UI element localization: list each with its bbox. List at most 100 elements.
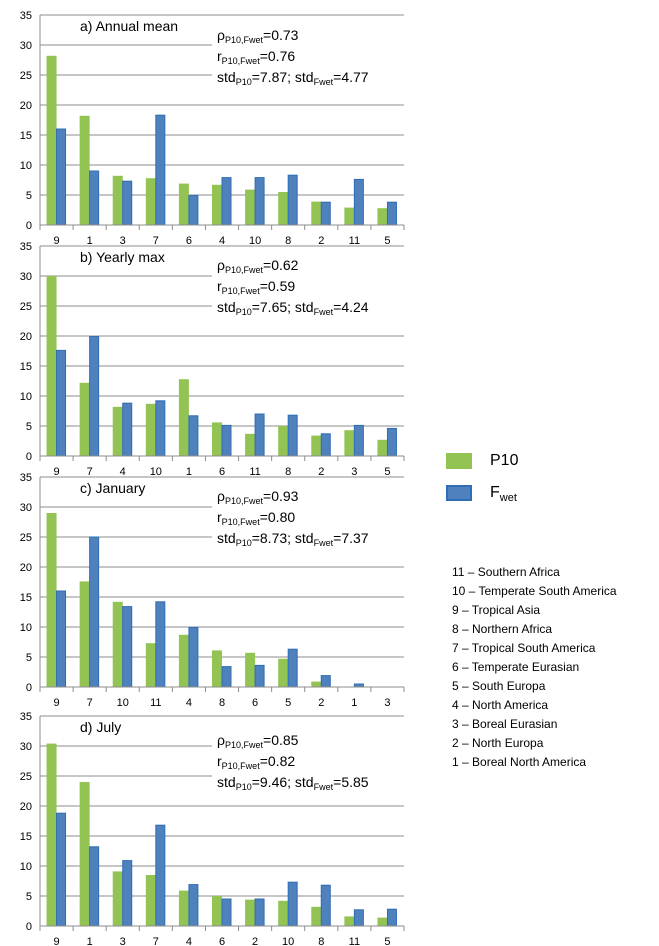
bar-fwet <box>188 627 199 688</box>
y-tick-label: 30 <box>20 271 32 283</box>
bar-fwet <box>188 195 199 226</box>
bar-p10 <box>245 899 256 926</box>
bar-fwet <box>221 898 232 927</box>
y-tick-label: 0 <box>26 220 32 232</box>
x-tick-label: 9 <box>53 936 59 946</box>
x-tick-label: 3 <box>120 235 126 247</box>
bar-p10 <box>212 422 222 456</box>
legend-item-p10: P10 <box>446 445 518 477</box>
y-tick-label: 5 <box>26 190 32 202</box>
bar-fwet <box>386 201 397 226</box>
x-tick-label: 5 <box>285 697 291 709</box>
rho-line: ρP10,Fwet=0.93 <box>217 488 299 506</box>
bar-p10 <box>145 178 156 225</box>
rho-line: ρP10,Fwet=0.73 <box>217 27 299 45</box>
x-tick-label: 1 <box>186 466 192 478</box>
bar-fwet <box>221 177 232 226</box>
x-tick-label: 4 <box>219 235 225 247</box>
bar-p10 <box>278 192 289 225</box>
bar-fwet <box>56 349 67 457</box>
rho-line: ρP10,Fwet=0.85 <box>217 732 299 750</box>
bar-fwet <box>254 898 265 927</box>
x-tick-label: 1 <box>87 936 93 946</box>
bar-p10 <box>112 175 123 225</box>
bar-p10 <box>212 896 222 926</box>
bar-fwet <box>221 666 232 688</box>
title-backdrop <box>42 17 208 37</box>
bar-fwet <box>320 201 331 226</box>
bar-fwet <box>155 400 166 457</box>
bar-p10 <box>178 379 189 456</box>
chart-title: a) Annual mean <box>80 18 178 34</box>
x-tick-label: 1 <box>351 697 357 709</box>
bar-p10 <box>278 900 289 926</box>
region-key-item: 2 – North Europa <box>452 736 544 750</box>
x-tick-label: 7 <box>87 466 93 478</box>
region-key-item: 11 – Southern Africa <box>452 565 560 579</box>
bar-p10 <box>344 430 355 456</box>
bar-p10 <box>377 439 388 456</box>
x-tick-label: 6 <box>252 697 258 709</box>
x-tick-label: 6 <box>186 235 192 247</box>
x-tick-label: 2 <box>318 235 324 247</box>
r-line: rP10,Fwet=0.76 <box>217 48 296 66</box>
bar-fwet <box>287 174 298 226</box>
bar-p10 <box>377 208 388 225</box>
x-tick-label: 3 <box>351 466 357 478</box>
bar-p10 <box>344 916 355 926</box>
std-line: stdP10=8.73; stdFwet=7.37 <box>217 530 369 548</box>
legend-label-fwet: Fwet <box>490 484 517 504</box>
legend-label-p10: P10 <box>490 452 519 469</box>
bar-fwet <box>353 424 364 457</box>
bar-p10 <box>278 426 289 456</box>
title-backdrop <box>42 248 208 268</box>
bar-fwet <box>56 128 67 226</box>
x-tick-label: 4 <box>120 466 126 478</box>
bar-fwet <box>155 114 166 226</box>
x-tick-label: 4 <box>186 936 192 946</box>
bar-fwet <box>320 433 331 457</box>
region-key-item: 3 – Boreal Eurasian <box>452 717 558 731</box>
bar-p10 <box>311 435 322 456</box>
x-tick-label: 3 <box>120 936 126 946</box>
y-tick-label: 15 <box>20 361 32 373</box>
legend-item-fwet: Fwet <box>446 477 518 509</box>
legend-swatch-p10 <box>446 453 472 469</box>
bar-fwet <box>89 336 100 457</box>
bar-fwet <box>56 812 67 927</box>
bar-p10 <box>112 406 123 456</box>
rho-line: ρP10,Fwet=0.62 <box>217 257 299 275</box>
x-tick-label: 9 <box>53 235 59 247</box>
x-tick-label: 5 <box>384 466 390 478</box>
y-tick-label: 10 <box>20 861 32 873</box>
r-line: rP10,Fwet=0.80 <box>217 509 296 527</box>
bar-p10 <box>46 513 57 687</box>
bar-p10 <box>278 658 289 687</box>
bar-p10 <box>311 201 322 225</box>
stats-panel-a: ρP10,Fwet=0.73 rP10,Fwet=0.76 stdP10=7.8… <box>217 25 369 88</box>
bar-p10 <box>212 650 222 687</box>
y-tick-label: 20 <box>20 100 32 112</box>
legend: P10 Fwet <box>446 445 518 509</box>
y-tick-label: 30 <box>20 502 32 514</box>
bar-p10 <box>79 115 90 225</box>
y-tick-label: 25 <box>20 771 32 783</box>
x-tick-label: 8 <box>285 235 291 247</box>
bar-fwet <box>122 860 133 927</box>
chart-title: d) July <box>80 719 121 735</box>
bar-p10 <box>79 581 90 687</box>
region-key-item: 4 – North America <box>452 698 549 712</box>
bar-p10 <box>311 681 322 687</box>
bar-p10 <box>311 906 322 926</box>
stats-backdrop <box>212 254 404 324</box>
std-line: stdP10=7.65; stdFwet=4.24 <box>217 299 369 317</box>
chart-title: b) Yearly max <box>80 249 165 265</box>
bar-p10 <box>245 189 256 225</box>
bar-fwet <box>122 180 133 226</box>
bar-p10 <box>46 743 57 926</box>
r-line: rP10,Fwet=0.82 <box>217 753 296 771</box>
bar-p10 <box>178 634 189 687</box>
bar-p10 <box>344 207 355 225</box>
x-tick-label: 7 <box>153 235 159 247</box>
